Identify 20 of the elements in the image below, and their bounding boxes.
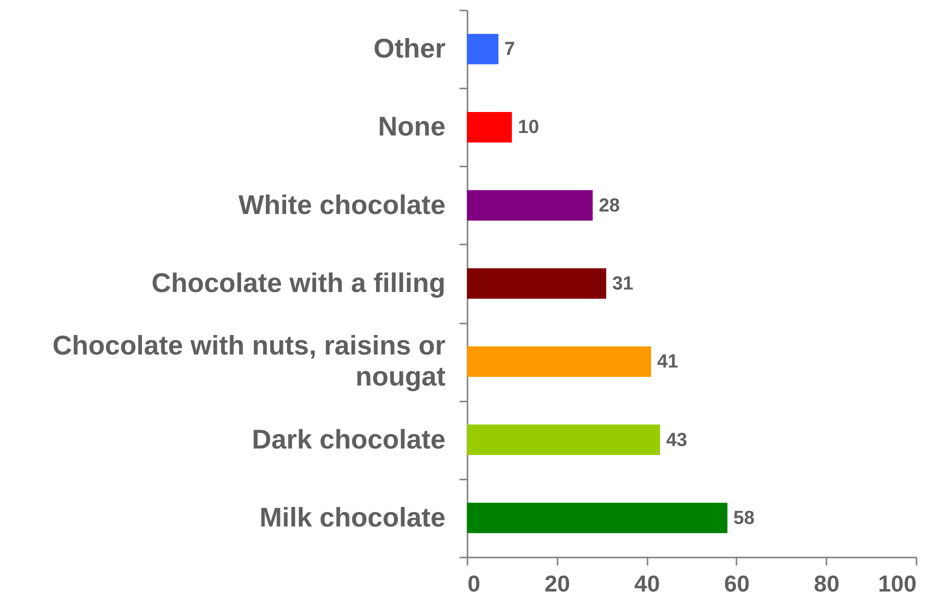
x-tick-label: 100 xyxy=(878,570,916,596)
y-tick-label: Other xyxy=(373,34,446,64)
y-tick-label: White chocolate xyxy=(238,190,446,220)
x-tick-label: 40 xyxy=(634,570,660,596)
y-tick-label: Dark chocolate xyxy=(252,424,446,454)
y-tick-label: Milk chocolate xyxy=(259,502,446,532)
x-tick-label: 20 xyxy=(544,570,570,596)
x-tick-label: 80 xyxy=(814,570,840,596)
data-label: 31 xyxy=(612,274,634,294)
data-label: 41 xyxy=(657,352,679,373)
data-label: 28 xyxy=(598,195,620,216)
y-tick-label: None xyxy=(378,112,446,142)
data-label: 58 xyxy=(733,508,755,529)
y-tick-label: Chocolate with a filling xyxy=(151,268,446,298)
y-tick-label: Chocolate with nuts, raisins or nougat xyxy=(52,330,446,392)
x-tick-label: 60 xyxy=(724,570,750,596)
data-label: 7 xyxy=(504,39,516,60)
x-tick-label: 0 xyxy=(468,570,480,596)
data-label: 10 xyxy=(518,117,540,138)
data-label: 43 xyxy=(666,430,688,451)
